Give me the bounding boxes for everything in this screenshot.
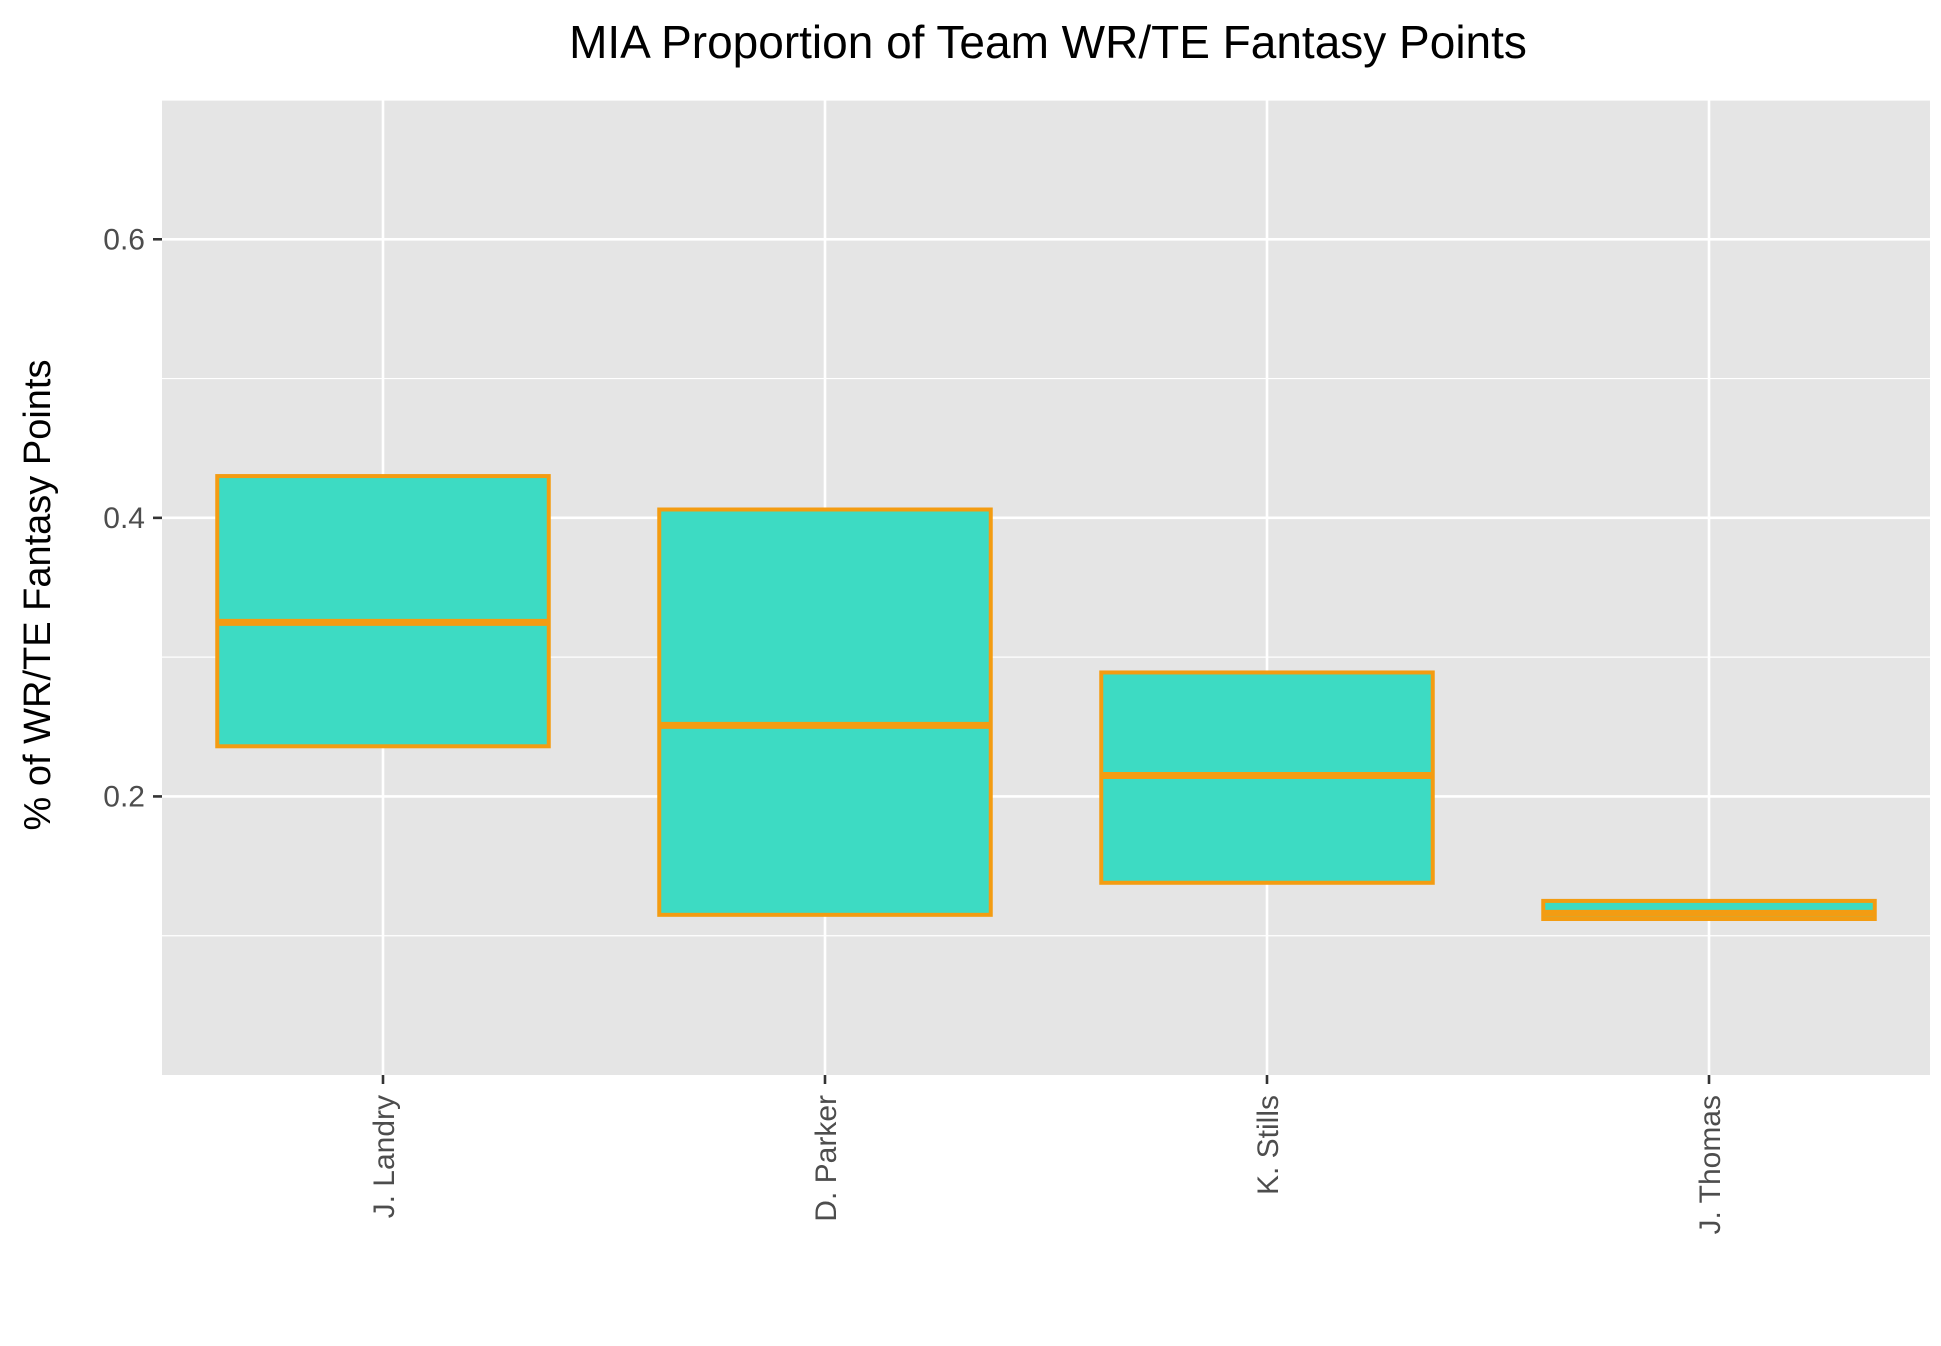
x-tick-label: K. Stills [1252, 1095, 1285, 1195]
y-tick-label: 0.6 [103, 223, 145, 256]
x-tick-label: J. Thomas [1694, 1095, 1727, 1235]
y-tick-label: 0.4 [103, 502, 145, 535]
box-iqr [215, 474, 551, 749]
plot-area: 0.2 0.4 0.6 J. Landry D. Parker K. Stills J. T… [103, 99, 1930, 1235]
chart-title: MIA Proportion of Team WR/TE Fantasy Poi… [569, 16, 1527, 68]
box-k-stills [1099, 670, 1435, 885]
y-tick-label: 0.2 [103, 780, 145, 813]
y-axis-title: % of WR/TE Fantasy Points [17, 360, 59, 831]
x-tick-label: J. Landry [368, 1095, 401, 1218]
box-j-landry [215, 474, 551, 749]
x-tick-label: D. Parker [810, 1095, 843, 1222]
box-d-parker [657, 507, 993, 917]
box-iqr [657, 507, 993, 917]
box-j-thomas [1541, 898, 1877, 922]
